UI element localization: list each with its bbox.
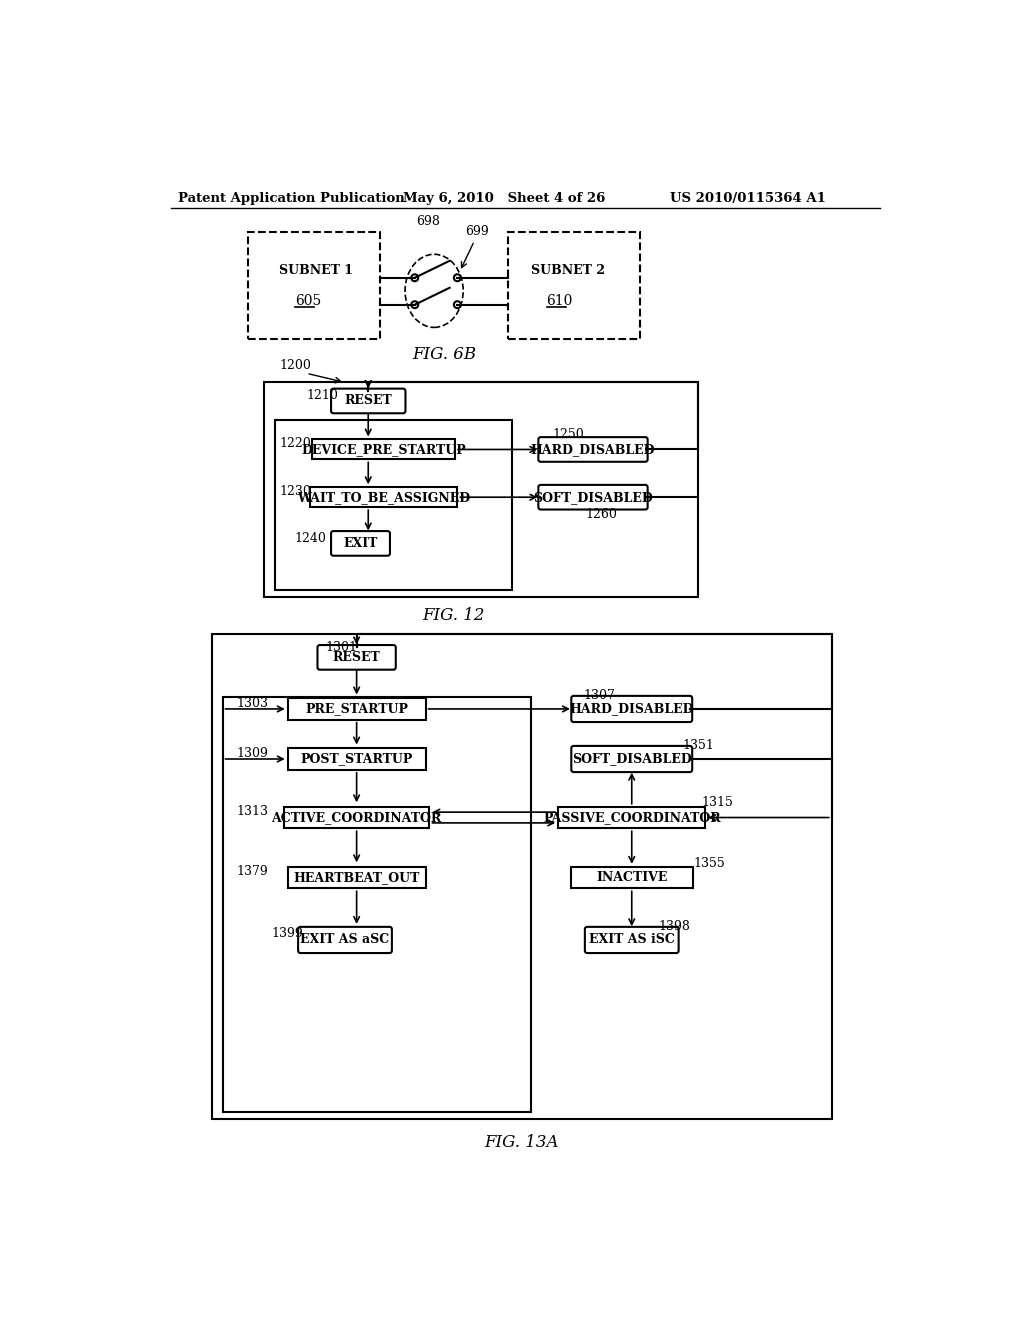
Text: EXIT: EXIT (343, 537, 378, 550)
Text: 1301: 1301 (326, 640, 357, 653)
Text: 1230: 1230 (280, 484, 311, 498)
Text: WAIT_TO_BE_ASSIGNED: WAIT_TO_BE_ASSIGNED (297, 491, 470, 504)
Text: 1399: 1399 (271, 927, 303, 940)
Text: HEARTBEAT_OUT: HEARTBEAT_OUT (294, 871, 420, 884)
Text: 1260: 1260 (586, 508, 617, 520)
Text: INACTIVE: INACTIVE (596, 871, 668, 884)
Bar (288, 867, 426, 888)
Bar (248, 231, 380, 339)
Text: DEVICE_PRE_STARTUP: DEVICE_PRE_STARTUP (301, 444, 466, 455)
Text: PRE_STARTUP: PRE_STARTUP (305, 702, 409, 715)
Text: RESET: RESET (333, 651, 381, 664)
Text: FIG. 13A: FIG. 13A (484, 1134, 559, 1151)
Text: May 6, 2010   Sheet 4 of 26: May 6, 2010 Sheet 4 of 26 (403, 191, 605, 205)
Text: 1220: 1220 (280, 437, 311, 450)
Bar (570, 867, 693, 888)
Text: 1355: 1355 (693, 857, 725, 870)
Text: 1250: 1250 (553, 428, 585, 441)
Text: 610: 610 (547, 294, 572, 308)
Bar (288, 698, 426, 719)
Text: EXIT AS iSC: EXIT AS iSC (589, 933, 675, 946)
Text: ACTIVE_COORDINATOR: ACTIVE_COORDINATOR (271, 810, 441, 824)
Bar (222, 697, 531, 1111)
Text: SUBNET 2: SUBNET 2 (531, 264, 605, 277)
Bar (558, 807, 706, 829)
Text: PASSIVE_COORDINATOR: PASSIVE_COORDINATOR (543, 810, 721, 824)
Bar (310, 487, 458, 507)
Text: EXIT AS aSC: EXIT AS aSC (300, 933, 389, 946)
Text: HARD_DISABLED: HARD_DISABLED (569, 702, 694, 715)
FancyBboxPatch shape (571, 746, 692, 772)
Text: 1210: 1210 (306, 389, 338, 403)
Text: 1313: 1313 (237, 805, 268, 818)
Bar (263, 381, 697, 598)
Text: 1240: 1240 (295, 532, 327, 545)
Text: FIG. 12: FIG. 12 (422, 606, 484, 623)
Text: 1200: 1200 (280, 359, 311, 372)
Text: RESET: RESET (344, 395, 392, 408)
Text: 699: 699 (465, 226, 488, 239)
Bar (284, 807, 429, 829)
Text: 1379: 1379 (237, 865, 268, 878)
Text: SOFT_DISABLED: SOFT_DISABLED (534, 491, 653, 504)
Text: 1309: 1309 (237, 747, 268, 760)
Bar (212, 635, 831, 1119)
Bar (508, 231, 640, 339)
FancyBboxPatch shape (539, 484, 647, 510)
Text: 1351: 1351 (682, 739, 714, 752)
Bar (275, 420, 512, 590)
Text: US 2010/0115364 A1: US 2010/0115364 A1 (671, 191, 826, 205)
FancyBboxPatch shape (331, 388, 406, 413)
Text: 1303: 1303 (237, 697, 268, 710)
Text: SUBNET 1: SUBNET 1 (280, 264, 353, 277)
Text: HARD_DISABLED: HARD_DISABLED (530, 444, 655, 455)
Bar (312, 440, 456, 459)
FancyBboxPatch shape (298, 927, 392, 953)
FancyBboxPatch shape (331, 531, 390, 556)
FancyBboxPatch shape (585, 927, 679, 953)
Text: SOFT_DISABLED: SOFT_DISABLED (571, 752, 691, 766)
Text: 605: 605 (295, 294, 321, 308)
Text: POST_STARTUP: POST_STARTUP (300, 752, 413, 766)
Text: 1315: 1315 (701, 796, 733, 809)
Text: FIG. 6B: FIG. 6B (412, 346, 476, 363)
FancyBboxPatch shape (571, 696, 692, 722)
FancyBboxPatch shape (539, 437, 647, 462)
FancyBboxPatch shape (317, 645, 395, 669)
Text: 698: 698 (417, 215, 440, 228)
Text: Patent Application Publication: Patent Application Publication (178, 191, 406, 205)
Text: 1307: 1307 (584, 689, 615, 702)
Bar (288, 748, 426, 770)
Text: 1398: 1398 (658, 920, 691, 933)
